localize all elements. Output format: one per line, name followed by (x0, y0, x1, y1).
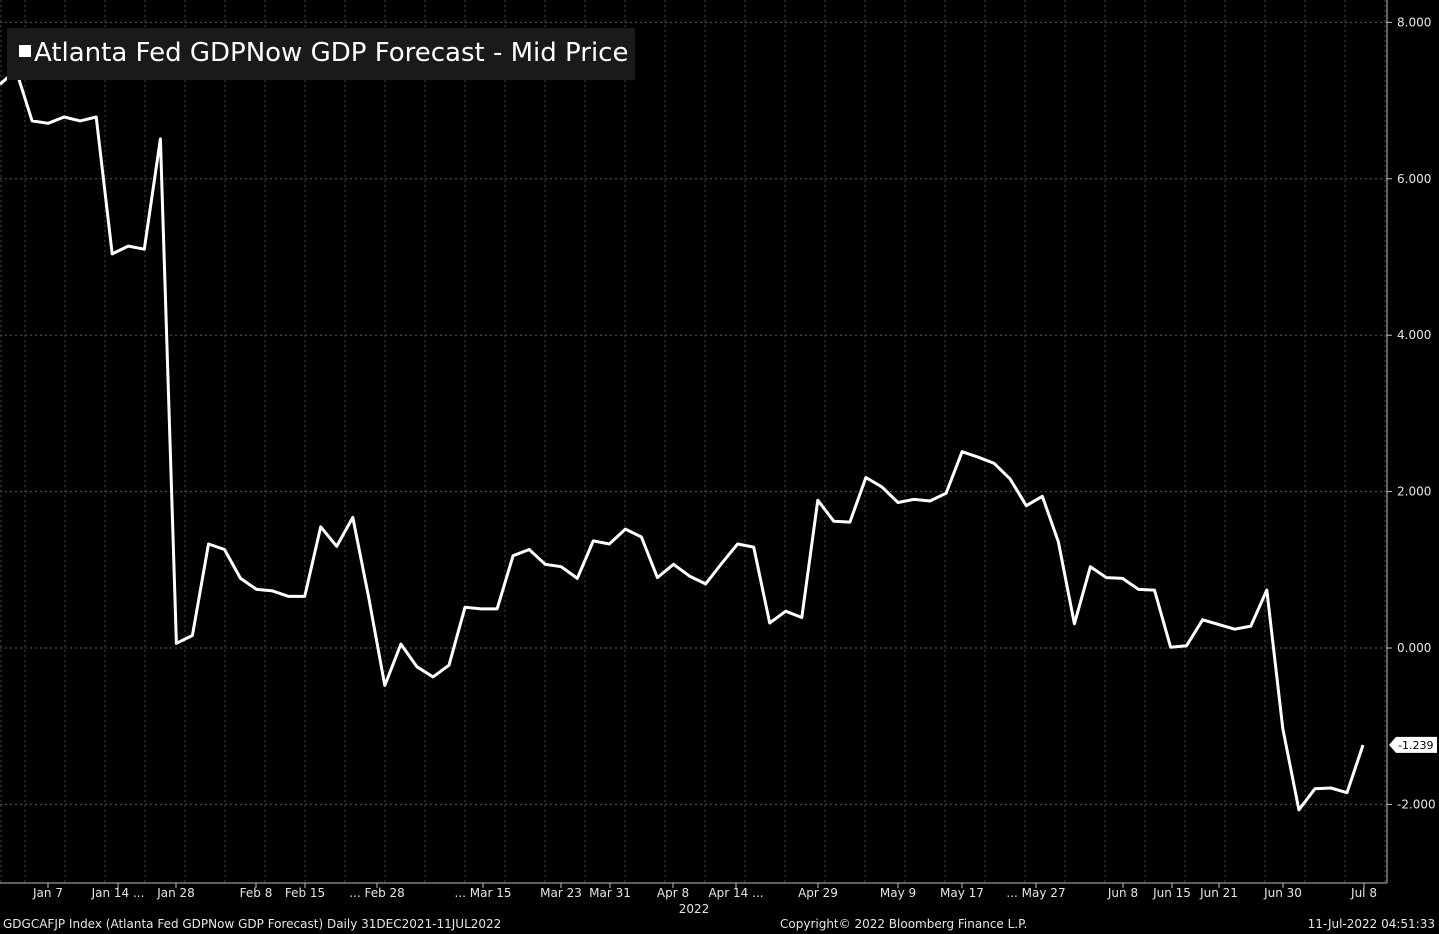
y-tick-label: 6.000 (1397, 172, 1431, 186)
x-tick-label: ... Feb 28 (349, 886, 405, 900)
x-tick-label: ... May 27 (1006, 886, 1065, 900)
horizontal-gridlines (0, 21, 1387, 805)
x-tick-label: Jul 8 (1350, 886, 1377, 900)
x-tick-label: Jun 21 (1199, 886, 1238, 900)
footer-timestamp: 11-Jul-2022 04:51:33 (1307, 917, 1435, 931)
x-tick-label: May 17 (940, 886, 984, 900)
last-value-marker: -1.239 (1389, 736, 1437, 753)
vertical-gridlines (0, 0, 1386, 883)
x-tick-label: Jun 30 (1263, 886, 1302, 900)
x-tick-label: Feb 15 (285, 886, 325, 900)
last-value-flag (1389, 736, 1437, 753)
y-tick-label: 8.000 (1397, 15, 1431, 29)
legend-swatch (19, 45, 31, 57)
footer-ticker-info: GDGCAFJP Index (Atlanta Fed GDPNow GDP F… (3, 917, 502, 931)
x-axis-label: 2022 (679, 902, 710, 916)
x-tick-label: Mar 23 (540, 886, 582, 900)
x-tick-label: Jan 28 (156, 886, 195, 900)
last-value-label: -1.239 (1398, 739, 1433, 752)
x-axis-ticks: Jan 7 Jan 14 ... Jan 28 Feb 8 Feb 15 ... Feb … (32, 883, 1377, 900)
x-tick-label: Jan 7 (32, 886, 63, 900)
series-line-gdpnow (0, 68, 1365, 812)
x-tick-label: Mar 31 (589, 886, 631, 900)
legend-label: Atlanta Fed GDPNow GDP Forecast - Mid Pr… (34, 38, 629, 68)
x-tick-label: Apr 8 (657, 886, 689, 900)
x-tick-label: Apr 14 ... (708, 886, 763, 900)
y-tick-label: -2.000 (1397, 797, 1436, 811)
x-tick-label: May 9 (880, 886, 916, 900)
x-tick-label: ... Mar 15 (455, 886, 512, 900)
x-tick-label: Jun 8 (1107, 886, 1138, 900)
legend: Atlanta Fed GDPNow GDP Forecast - Mid Pr… (7, 28, 635, 80)
x-tick-label: Apr 29 (798, 886, 838, 900)
x-tick-label: Jun 15 (1152, 886, 1191, 900)
y-tick-label: 2.000 (1397, 485, 1431, 499)
y-tick-label: 4.000 (1397, 328, 1431, 342)
y-tick-label: 0.000 (1397, 641, 1431, 655)
x-tick-label: Jan 14 ... (91, 886, 145, 900)
x-tick-label: Feb 8 (240, 886, 273, 900)
y-axis-ticks: 8.000 6.000 4.000 2.000 0.000 -2.000 (1387, 15, 1436, 811)
footer-copyright: Copyright© 2022 Bloomberg Finance L.P. (780, 917, 1028, 931)
